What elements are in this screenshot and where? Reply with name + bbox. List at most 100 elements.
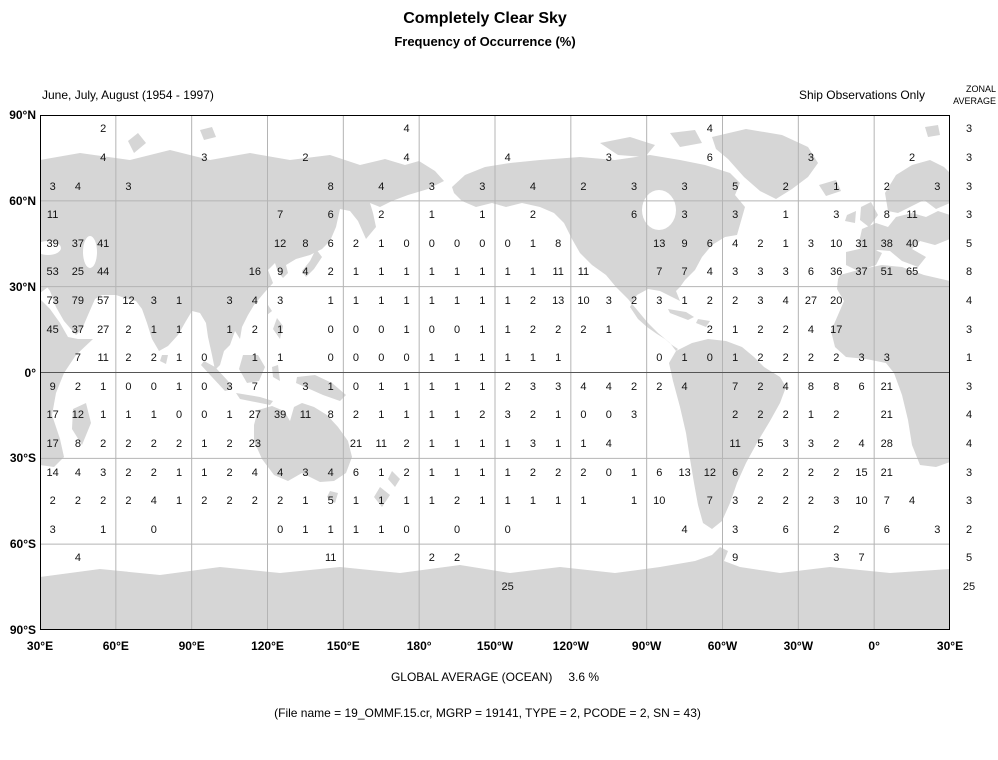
grid-cell-value: 0 <box>378 352 385 365</box>
grid-cell-value: 3 <box>504 409 511 422</box>
grid-cell-value: 1 <box>352 495 360 508</box>
grid-cell-value: 1 <box>175 294 183 307</box>
grid-cell-value: 2 <box>782 495 789 508</box>
grid-cell-value: 3 <box>529 380 536 393</box>
grid-cell-value: 3 <box>858 352 865 365</box>
grid-cell-value: 1 <box>150 323 157 336</box>
grid-cell-value: 3 <box>807 438 815 451</box>
grid-cell-value: 9 <box>732 552 739 565</box>
grid-cell-value: 20 <box>830 294 843 307</box>
grid-cell-value: 1 <box>580 495 587 508</box>
grid-cell-value: 2 <box>757 466 764 479</box>
grid-cell-value: 2 <box>100 495 107 508</box>
landmass-cuba <box>668 309 694 320</box>
grid-cell-value: 1 <box>352 294 360 307</box>
grid-cell-value: 2 <box>580 466 587 479</box>
grid-cell-value: 7 <box>74 352 81 365</box>
grid-cell-value: 4 <box>74 552 81 565</box>
zonal-average-value: 4 <box>965 409 973 422</box>
grid-cell-value: 2 <box>580 180 587 193</box>
grid-cell-value: 13 <box>678 466 691 479</box>
grid-cell-value: 1 <box>479 380 486 393</box>
grid-cell-value: 4 <box>782 380 789 393</box>
grid-cell-value: 1 <box>378 237 385 250</box>
grid-cell-value: 10 <box>653 495 666 508</box>
global-average-line: GLOBAL AVERAGE (OCEAN) 3.6 % <box>40 670 950 684</box>
landmass-borneo <box>239 355 265 383</box>
grid-cell-value: 0 <box>201 380 208 393</box>
grid-cell-value: 2 <box>555 466 562 479</box>
grid-cell-value: 21 <box>880 380 893 393</box>
grid-cell-value: 1 <box>630 495 638 508</box>
grid-cell-value: 0 <box>706 352 713 365</box>
grid-cell-value: 1 <box>504 352 511 365</box>
landmass-java <box>236 393 273 405</box>
grid-cell-value: 53 <box>46 266 59 279</box>
grid-cell-value: 5 <box>327 495 334 508</box>
zonal-header-line2: AVERAGE <box>953 95 996 106</box>
grid-cell-value: 2 <box>782 466 789 479</box>
grid-cell-value: 2 <box>302 151 309 164</box>
grid-cell-value: 1 <box>403 380 410 393</box>
grid-cell-value: 1 <box>732 323 739 336</box>
grid-cell-value: 2 <box>403 466 410 479</box>
period-label: June, July, August (1954 - 1997) <box>42 88 214 102</box>
grid-cell-value: 1 <box>378 523 385 536</box>
global-average-value: 3.6 % <box>568 670 600 684</box>
grid-cell-value: 3 <box>529 438 536 451</box>
grid-cell-value: 1 <box>378 294 385 307</box>
grid-cell-value: 2 <box>327 266 334 279</box>
grid-cell-value: 12 <box>274 237 287 250</box>
landmass-ireland <box>845 211 856 223</box>
grid-cell-value: 1 <box>555 352 562 365</box>
grid-cell-value: 6 <box>327 209 334 222</box>
grid-cell-value: 3 <box>732 495 739 508</box>
grid-cell-value: 2 <box>125 352 132 365</box>
grid-cell-value: 1 <box>327 523 334 536</box>
grid-cell-value: 11 <box>552 266 564 279</box>
grid-cell-value: 2 <box>504 380 511 393</box>
grid-cell-value: 2 <box>251 495 258 508</box>
grid-cell-value: 0 <box>125 380 132 393</box>
landmass-new-guinea <box>296 375 346 401</box>
grid-cell-value: 1 <box>479 209 486 222</box>
grid-cell-value: 27 <box>804 294 818 307</box>
grid-cell-value: 1 <box>327 294 334 307</box>
grid-cell-value: 1 <box>782 237 789 250</box>
grid-cell-value: 1 <box>454 352 461 365</box>
grid-cell-value: 1 <box>732 352 739 365</box>
world-map <box>40 115 950 630</box>
grid-cell-value: 4 <box>504 151 511 164</box>
grid-cell-value: 1 <box>428 466 435 479</box>
grid-cell-value: 4 <box>277 466 284 479</box>
black-sea <box>40 241 61 255</box>
zonal-average-value: 2 <box>965 523 973 536</box>
grid-cell-value: 0 <box>327 323 334 336</box>
grid-cell-value: 79 <box>71 294 85 307</box>
grid-cell-value: 2 <box>49 495 56 508</box>
grid-cell-value: 1 <box>175 466 183 479</box>
grid-cell-value: 17 <box>46 409 59 422</box>
grid-cell-value: 1 <box>529 266 536 279</box>
grid-cell-value: 1 <box>302 495 309 508</box>
landmass-iberia <box>846 247 882 271</box>
zonal-average-value: 4 <box>965 438 973 451</box>
grid-cell-value: 2 <box>277 495 284 508</box>
grid-cell-value: 37 <box>855 266 868 279</box>
grid-cell-value: 2 <box>757 380 764 393</box>
grid-cell-value: 2 <box>630 294 638 307</box>
grid-cell-value: 1 <box>833 180 840 193</box>
grid-cell-value: 15 <box>855 466 868 479</box>
grid-cell-value: 21 <box>349 438 363 451</box>
landmass-britain <box>860 202 878 227</box>
grid-cell-value: 2 <box>100 123 107 136</box>
grid-cell-value: 3 <box>125 180 132 193</box>
grid-cell-value: 11 <box>97 352 109 365</box>
grid-cell-value: 1 <box>479 352 486 365</box>
grid-cell-value: 7 <box>732 380 739 393</box>
grid-cell-value: 1 <box>555 438 562 451</box>
grid-cell-value: 2 <box>782 323 789 336</box>
grid-cell-value: 6 <box>630 209 638 222</box>
grid-cell-value: 1 <box>428 294 435 307</box>
